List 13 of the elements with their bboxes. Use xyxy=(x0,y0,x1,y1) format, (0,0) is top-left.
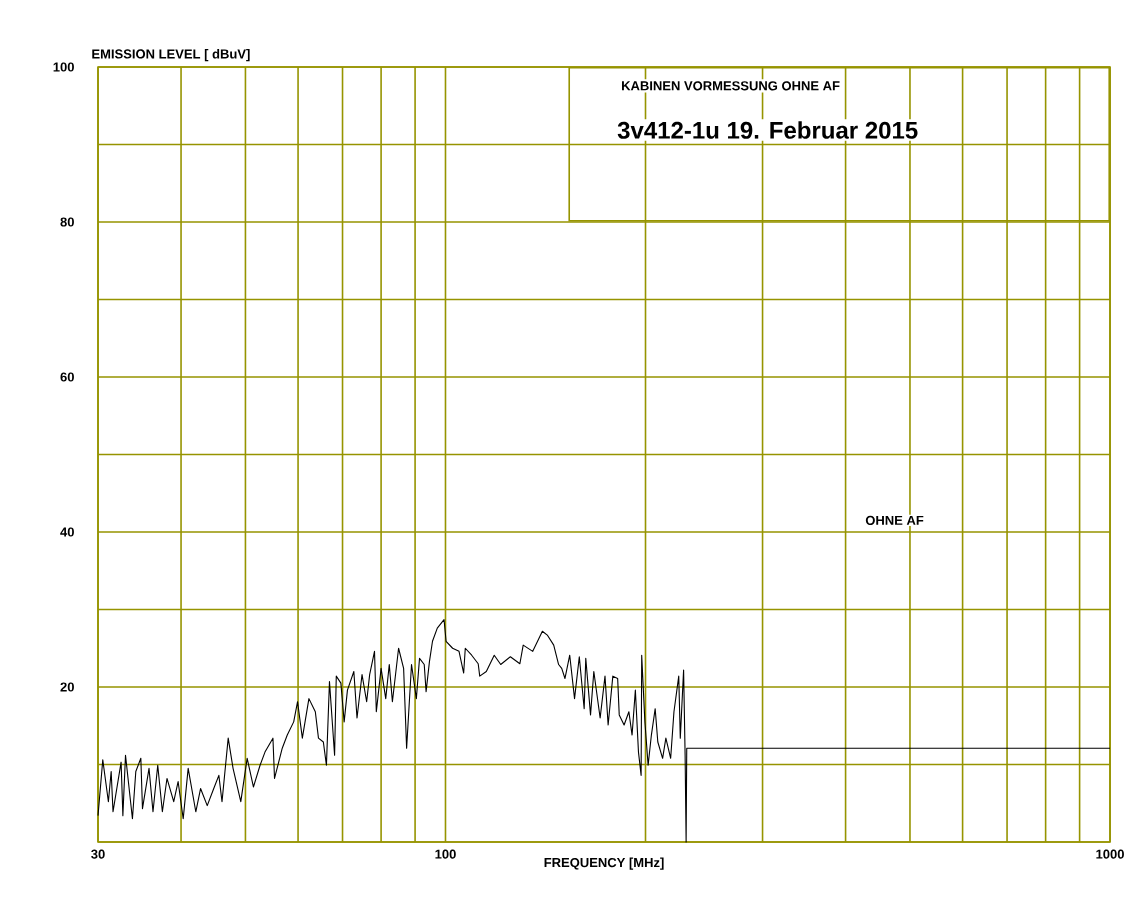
y-tick-label: 80 xyxy=(60,217,74,227)
x-tick-label: 100 xyxy=(435,849,456,859)
x-tick-label: 1000 xyxy=(1096,849,1124,859)
y-tick-label: 20 xyxy=(60,682,74,692)
y-tick-label: 60 xyxy=(60,372,74,382)
y-axis-title: EMISSION LEVEL [ dBuV] xyxy=(92,49,250,62)
annotation: KABINEN VORMESSUNG OHNE AF xyxy=(622,81,840,91)
annotation: OHNE AF xyxy=(865,515,924,525)
y-tick-label: 40 xyxy=(60,527,74,537)
x-tick-label: 30 xyxy=(91,849,105,859)
x-axis-title: FREQUENCY [MHz] xyxy=(544,857,664,870)
y-tick-label: 100 xyxy=(53,62,74,72)
annotation: 3v412-1u 19. Februar 2015 xyxy=(617,121,918,139)
